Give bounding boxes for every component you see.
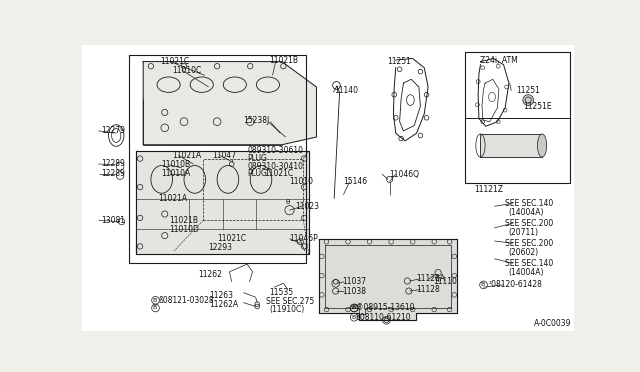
Text: 11021B: 11021B <box>170 216 198 225</box>
Text: 11010: 11010 <box>289 177 314 186</box>
Text: B: B <box>152 305 157 311</box>
Text: θ: θ <box>285 199 290 205</box>
Text: Z24i, ATM: Z24i, ATM <box>481 55 518 64</box>
Text: 11010B: 11010B <box>162 160 191 169</box>
Polygon shape <box>319 239 458 320</box>
Text: 11047: 11047 <box>212 151 237 160</box>
Text: 11046Q: 11046Q <box>390 170 420 179</box>
Text: B: B <box>481 282 484 288</box>
Bar <box>465 52 570 183</box>
Text: 15146: 15146 <box>344 177 367 186</box>
Text: A-0C0039: A-0C0039 <box>534 319 572 328</box>
Text: 15238J: 15238J <box>243 116 269 125</box>
Text: SEE SEC.200: SEE SEC.200 <box>505 239 554 248</box>
Text: 11037: 11037 <box>342 277 366 286</box>
Text: SEE SEC.140: SEE SEC.140 <box>505 259 554 268</box>
Text: 11021A: 11021A <box>159 194 188 203</box>
Text: PLUG: PLUG <box>247 170 267 179</box>
Text: (20711): (20711) <box>508 228 538 237</box>
Text: 11263: 11263 <box>209 291 234 300</box>
Circle shape <box>523 95 534 106</box>
Text: 11128: 11128 <box>416 285 440 294</box>
Text: B: B <box>351 315 355 320</box>
Text: 11023: 11023 <box>295 202 319 211</box>
Ellipse shape <box>538 134 547 157</box>
Text: ß08121-03028: ß08121-03028 <box>159 296 214 305</box>
Text: (11910C): (11910C) <box>269 305 305 314</box>
Text: 11535: 11535 <box>269 288 294 297</box>
Text: 11110: 11110 <box>433 277 456 286</box>
Text: 11021B: 11021B <box>269 55 298 64</box>
Text: 12289: 12289 <box>102 170 125 179</box>
Text: 11021C: 11021C <box>217 234 246 243</box>
Text: 12279: 12279 <box>102 126 125 135</box>
Text: 11021A: 11021A <box>172 151 202 160</box>
Text: 11262A: 11262A <box>209 301 239 310</box>
Text: SEE SEC.140: SEE SEC.140 <box>505 199 554 208</box>
Text: 11010D: 11010D <box>170 225 199 234</box>
Text: 11021C: 11021C <box>264 170 293 179</box>
Text: 11038: 11038 <box>342 286 366 295</box>
Text: 089310-30410: 089310-30410 <box>247 162 303 171</box>
Bar <box>481 134 542 157</box>
Text: 11010A: 11010A <box>162 170 191 179</box>
Text: 11140: 11140 <box>334 86 358 95</box>
Text: (14004A): (14004A) <box>508 268 543 277</box>
Text: ²08120-61428: ²08120-61428 <box>488 280 542 289</box>
Text: 12293: 12293 <box>208 243 232 253</box>
Text: 11010C: 11010C <box>172 65 202 74</box>
Text: 11251: 11251 <box>516 86 541 95</box>
Text: ®08915-13610: ®08915-13610 <box>356 304 414 312</box>
Text: B: B <box>152 298 157 303</box>
Text: 11128A: 11128A <box>416 274 445 283</box>
Text: 11021C: 11021C <box>160 57 189 66</box>
Text: B: B <box>351 305 355 311</box>
Text: (20602): (20602) <box>508 248 538 257</box>
Text: SEE SEC.275: SEE SEC.275 <box>266 297 315 306</box>
Bar <box>204 158 303 220</box>
Text: (14004A): (14004A) <box>508 208 543 217</box>
Text: 11262: 11262 <box>198 270 223 279</box>
Bar <box>129 55 307 263</box>
Text: 089310-30610: 089310-30610 <box>247 147 303 155</box>
Text: ß08110-61210: ß08110-61210 <box>356 313 412 322</box>
Text: 12289: 12289 <box>102 160 125 169</box>
Text: 11251: 11251 <box>387 57 411 66</box>
Text: 11046P: 11046P <box>289 234 318 243</box>
Polygon shape <box>136 151 308 254</box>
Text: SEE SEC.200: SEE SEC.200 <box>505 219 554 228</box>
Polygon shape <box>143 62 316 145</box>
Text: 13081: 13081 <box>102 216 125 225</box>
Text: 11121Z: 11121Z <box>474 185 503 194</box>
Text: PLUG: PLUG <box>247 154 267 163</box>
Text: W: W <box>351 305 357 311</box>
Text: 11251E: 11251E <box>523 102 552 111</box>
